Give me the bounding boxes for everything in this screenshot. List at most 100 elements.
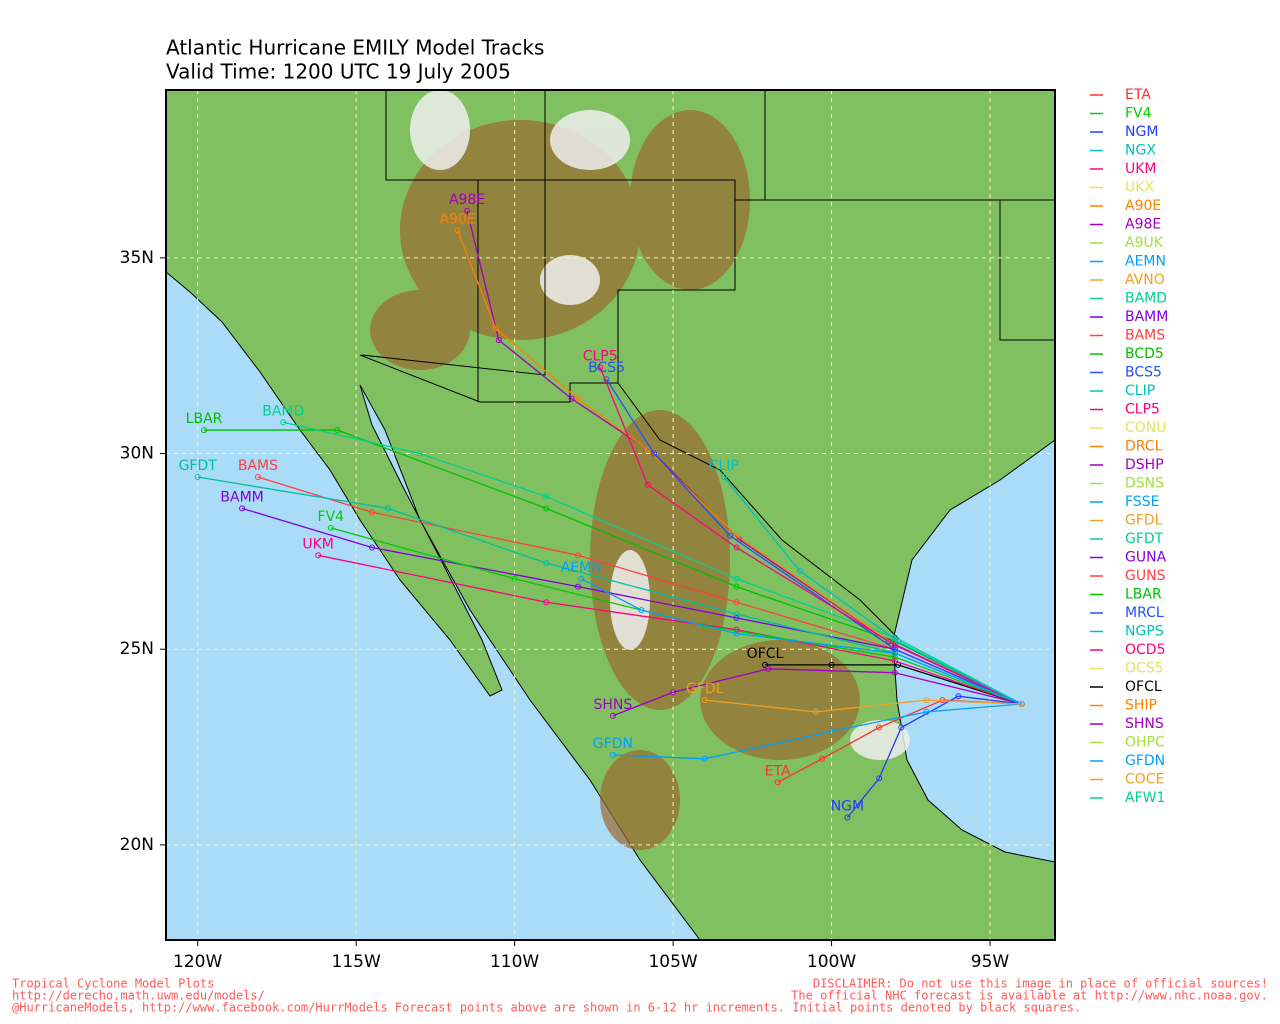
track-point bbox=[819, 755, 826, 762]
legend-label: LBAR bbox=[1125, 587, 1162, 603]
track-point bbox=[733, 599, 740, 606]
track-label: ETA bbox=[765, 763, 791, 779]
track-point bbox=[543, 493, 550, 500]
track-point bbox=[733, 614, 740, 621]
x-tick-label: 115W bbox=[332, 952, 381, 972]
legend-label: BAMD bbox=[1125, 291, 1167, 307]
track-point bbox=[765, 665, 772, 672]
track-point bbox=[464, 207, 471, 214]
track-point bbox=[701, 697, 708, 704]
track-point bbox=[416, 450, 423, 457]
track-point bbox=[1018, 701, 1025, 708]
track-point bbox=[543, 560, 550, 567]
legend-label: OCS5 bbox=[1125, 661, 1164, 677]
track-label: A90E bbox=[439, 211, 475, 227]
track-point bbox=[315, 552, 322, 559]
subtitle: Valid Time: 1200 UTC 19 July 2005 bbox=[166, 60, 511, 84]
track-label: AEMN bbox=[561, 560, 602, 576]
grid: 120W 115W 110W 105W 100W 95W 20N 25N 30N 35N bbox=[120, 90, 1055, 972]
track-point bbox=[733, 626, 740, 633]
legend-label: GUNS bbox=[1125, 568, 1166, 584]
track-point bbox=[239, 505, 246, 512]
track-point bbox=[720, 474, 727, 481]
track-point bbox=[575, 395, 582, 402]
track-label: CLP5 bbox=[583, 348, 618, 364]
track-point bbox=[891, 657, 898, 664]
legend-label: DSNS bbox=[1125, 476, 1164, 492]
track-point bbox=[895, 638, 902, 645]
legend-label: MRCL bbox=[1125, 605, 1164, 621]
track-point bbox=[511, 575, 518, 582]
legend-label: A90E bbox=[1125, 198, 1161, 214]
track-line bbox=[317, 554, 1022, 705]
tracks: OFCL LBAR BAMD BAMS BAMM UKM GFDT FV4 A98E A90E BC… bbox=[179, 192, 1025, 821]
x-tick-label: 95W bbox=[971, 952, 1010, 972]
map-base bbox=[166, 90, 1055, 940]
footer-left: @HurricaneModels, http://www.facebook.co… bbox=[12, 1001, 1081, 1015]
high-terrain bbox=[410, 90, 910, 760]
borders bbox=[359, 90, 1055, 641]
track-point bbox=[543, 505, 550, 512]
track-label: NGM bbox=[831, 799, 864, 815]
track-point bbox=[575, 552, 582, 559]
track-label: GFDN bbox=[593, 736, 633, 752]
legend-label: UKX bbox=[1125, 180, 1154, 196]
track-point bbox=[733, 611, 740, 618]
track-label: FV4 bbox=[318, 509, 345, 525]
track-label: OFCL bbox=[747, 646, 784, 662]
track-point bbox=[369, 544, 376, 551]
footer-left: http://derecho.math.uwm.edu/models/ bbox=[12, 989, 265, 1003]
legend-label: SHNS bbox=[1125, 716, 1164, 732]
footer-right: DISCLAIMER: Do not use this image in pla… bbox=[813, 977, 1268, 991]
legend-label: A98E bbox=[1125, 217, 1161, 233]
track-point bbox=[891, 650, 898, 657]
track-line bbox=[580, 578, 1022, 705]
track-point bbox=[891, 654, 898, 661]
legend-label: AVNO bbox=[1125, 272, 1165, 288]
legend-label: ETA bbox=[1125, 87, 1151, 103]
track-line bbox=[599, 367, 1022, 705]
track-point bbox=[609, 712, 616, 719]
legend-label: DRCL bbox=[1125, 439, 1163, 455]
legend: ETA FV4 NGM NGX UKM UKX A90E A98E A9UK AEMN AVNO BA… bbox=[1090, 87, 1168, 806]
legend-label: NGPS bbox=[1125, 624, 1164, 640]
track-line bbox=[846, 695, 1022, 818]
track-point bbox=[543, 599, 550, 606]
track-point bbox=[568, 395, 575, 402]
title: Atlantic Hurricane EMILY Model Tracks bbox=[166, 36, 544, 60]
track-point bbox=[384, 505, 391, 512]
track-point bbox=[638, 607, 645, 614]
track-point bbox=[733, 544, 740, 551]
track-point bbox=[844, 814, 851, 821]
track-point bbox=[280, 419, 287, 426]
track-point bbox=[651, 450, 658, 457]
legend-label: OCD5 bbox=[1125, 642, 1165, 658]
legend-label: AEMN bbox=[1125, 254, 1166, 270]
footer: Tropical Cyclone Model Plotshttp://derec… bbox=[12, 977, 1268, 1015]
track-label: BAMM bbox=[220, 489, 263, 505]
track-label: GFDL bbox=[686, 681, 724, 697]
legend-label: UKM bbox=[1125, 161, 1157, 177]
legend-label: NGX bbox=[1125, 143, 1156, 159]
legend-label: CLIP bbox=[1125, 383, 1155, 399]
track-point bbox=[578, 575, 585, 582]
track-point bbox=[762, 661, 769, 668]
track-point bbox=[609, 751, 616, 758]
legend-label: OFCL bbox=[1125, 679, 1162, 695]
track-point bbox=[923, 697, 930, 704]
track-point bbox=[369, 509, 376, 516]
track-point bbox=[923, 708, 930, 715]
track-line bbox=[612, 668, 1022, 717]
track-point bbox=[828, 661, 835, 668]
track-line bbox=[605, 378, 1022, 705]
track-point bbox=[885, 638, 892, 645]
track-point bbox=[701, 755, 708, 762]
legend-label: BCD5 bbox=[1125, 346, 1164, 362]
legend-label: CLP5 bbox=[1125, 402, 1160, 418]
legend-label: GFDL bbox=[1125, 513, 1163, 529]
track-point bbox=[898, 724, 905, 731]
track-label: CLIP bbox=[709, 458, 739, 474]
legend-label: OHPC bbox=[1125, 735, 1165, 751]
y-tick-label: 20N bbox=[120, 835, 154, 855]
